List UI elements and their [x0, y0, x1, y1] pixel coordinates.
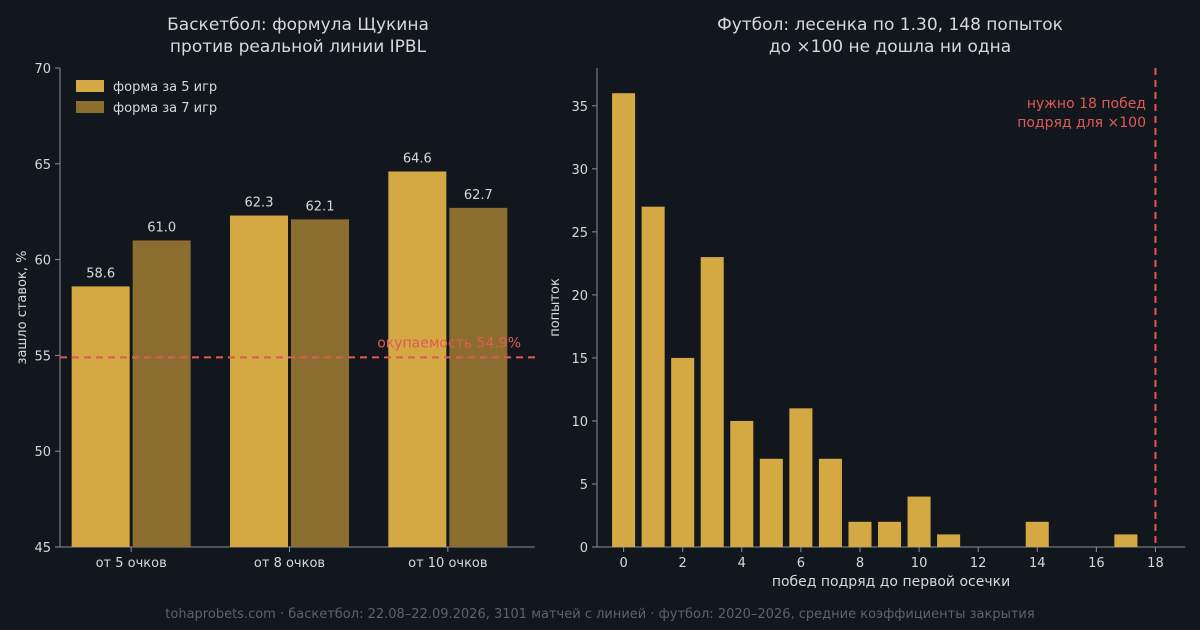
- left-bar-data-label: 62.3: [245, 196, 274, 211]
- left-y-axis-label: зашло ставок, %: [15, 251, 30, 365]
- left-y-tick-label: 60: [34, 254, 51, 269]
- right-x-tick-label: 18: [1147, 556, 1164, 571]
- right-target-label-line: подряд для ×100: [1017, 115, 1146, 131]
- right-x-tick-label: 14: [1029, 556, 1046, 571]
- left-chart-title-line: против реальной линии IPBL: [170, 37, 427, 57]
- right-bar: [730, 420, 754, 547]
- right-bar: [789, 408, 813, 547]
- left-y-tick-label: 65: [34, 158, 51, 173]
- right-bar: [877, 521, 902, 547]
- right-x-tick-label: 16: [1088, 556, 1105, 571]
- left-bar: [71, 286, 130, 547]
- right-bar: [818, 458, 842, 547]
- left-bar-data-label: 64.6: [403, 151, 432, 166]
- left-bar: [132, 240, 191, 547]
- legend-label: форма за 7 игр: [113, 101, 217, 116]
- left-bar-data-label: 62.1: [306, 199, 335, 214]
- left-chart-title-line: Баскетбол: формула Щукина: [167, 15, 429, 35]
- legend-swatch: [76, 80, 104, 92]
- legend-swatch: [76, 101, 104, 113]
- right-chart-title-line: Футбол: лесенка по 1.30, 148 попыток: [717, 15, 1063, 35]
- right-x-tick-label: 8: [856, 556, 864, 571]
- left-y-tick-label: 45: [34, 541, 51, 556]
- right-x-tick-label: 6: [797, 556, 805, 571]
- right-bar: [759, 458, 783, 547]
- right-x-axis-label: побед подряд до первой осечки: [772, 574, 1010, 590]
- left-bar: [291, 219, 349, 547]
- left-bar: [230, 215, 288, 548]
- right-y-tick-label: 20: [571, 289, 588, 304]
- right-bar: [641, 206, 665, 547]
- left-y-tick-label: 70: [34, 62, 51, 77]
- left-x-tick-label: от 5 очков: [96, 556, 167, 571]
- right-y-axis-label: попыток: [548, 278, 563, 337]
- left-bar-data-label: 61.0: [147, 220, 176, 235]
- right-bar: [937, 534, 961, 547]
- right-x-tick-label: 2: [679, 556, 687, 571]
- left-bar: [449, 207, 508, 548]
- left-y-tick-label: 55: [34, 349, 51, 364]
- right-x-tick-label: 0: [619, 556, 627, 571]
- left-breakeven-label: окупаемость 54.9%: [377, 335, 521, 351]
- right-bar: [671, 357, 695, 547]
- right-x-tick-label: 10: [911, 556, 928, 571]
- right-target-label-line: нужно 18 побед: [1027, 96, 1146, 112]
- right-y-tick-label: 0: [580, 541, 588, 556]
- footer-caption: tohaprobets.com · баскетбол: 22.08–22.09…: [165, 607, 1035, 622]
- right-bar: [907, 496, 931, 547]
- right-bar: [1114, 534, 1138, 547]
- right-bar: [848, 521, 872, 547]
- right-x-tick-label: 4: [738, 556, 746, 571]
- right-bar: [700, 257, 724, 547]
- left-x-tick-label: от 8 очков: [254, 556, 325, 571]
- left-bar-data-label: 58.6: [86, 266, 115, 281]
- right-chart-title-line: до ×100 не дошла ни одна: [769, 37, 1011, 57]
- legend-label: форма за 5 игр: [113, 80, 217, 95]
- right-y-tick-label: 35: [571, 100, 588, 115]
- right-y-tick-label: 25: [571, 226, 588, 241]
- right-x-tick-label: 12: [970, 556, 987, 571]
- right-y-tick-label: 5: [580, 478, 588, 493]
- left-x-tick-label: от 10 очков: [408, 556, 487, 571]
- left-bar-data-label: 62.7: [464, 188, 493, 203]
- right-y-tick-label: 30: [571, 163, 588, 178]
- right-bar: [612, 93, 636, 548]
- left-bar: [388, 171, 447, 548]
- right-bar: [1025, 521, 1049, 547]
- right-y-tick-label: 10: [571, 415, 588, 430]
- right-y-tick-label: 15: [571, 352, 588, 367]
- left-y-tick-label: 50: [34, 445, 51, 460]
